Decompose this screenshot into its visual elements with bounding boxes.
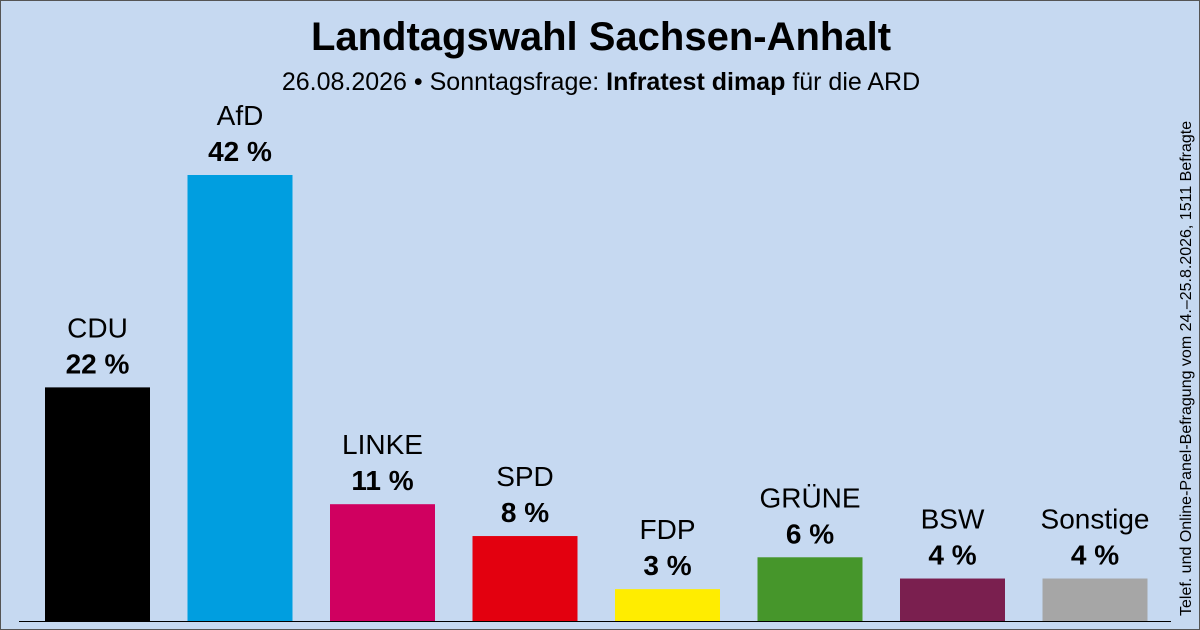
party-label-cdu: CDU [67, 312, 128, 343]
bar-fdp [615, 589, 720, 621]
value-label-linke: 11 % [351, 465, 413, 496]
bar-cdu [45, 387, 150, 621]
party-label-linke: LINKE [342, 429, 423, 460]
bar-afd [187, 175, 293, 621]
bar-linke [330, 504, 435, 621]
bar-bsw [900, 578, 1005, 621]
party-label-spd: SPD [496, 461, 554, 492]
subtitle-label: Sonntagsfrage: [429, 68, 600, 96]
subtitle-institute: Infratest dimap [606, 68, 786, 96]
value-label-spd: 8 % [501, 497, 549, 528]
party-label-grüne: GRÜNE [759, 482, 860, 513]
subtitle-suffix: für die ARD [792, 68, 921, 96]
value-label-afd: 42 % [208, 136, 272, 167]
party-label-sonstige: Sonstige [1041, 504, 1150, 535]
chart-title: Landtagswahl Sachsen-Anhalt [310, 15, 892, 59]
subtitle-separator: • [413, 68, 423, 96]
value-label-cdu: 22 % [66, 348, 130, 379]
value-label-sonstige: 4 % [1071, 540, 1119, 571]
value-label-fdp: 3 % [643, 550, 691, 581]
bar-sonstige [1042, 578, 1148, 621]
value-label-grüne: 6 % [786, 518, 834, 549]
party-label-fdp: FDP [640, 514, 696, 545]
bar-spd [472, 536, 578, 621]
subtitle-date: 26.08.2026 [281, 68, 407, 96]
value-label-bsw: 4 % [928, 540, 976, 571]
party-label-bsw: BSW [921, 504, 985, 535]
chart-subtitle: 26.08.2026 • Sonntagsfrage: Infratest di… [1, 68, 1199, 97]
party-label-afd: AfD [217, 100, 264, 131]
bar-grüne [757, 557, 863, 621]
